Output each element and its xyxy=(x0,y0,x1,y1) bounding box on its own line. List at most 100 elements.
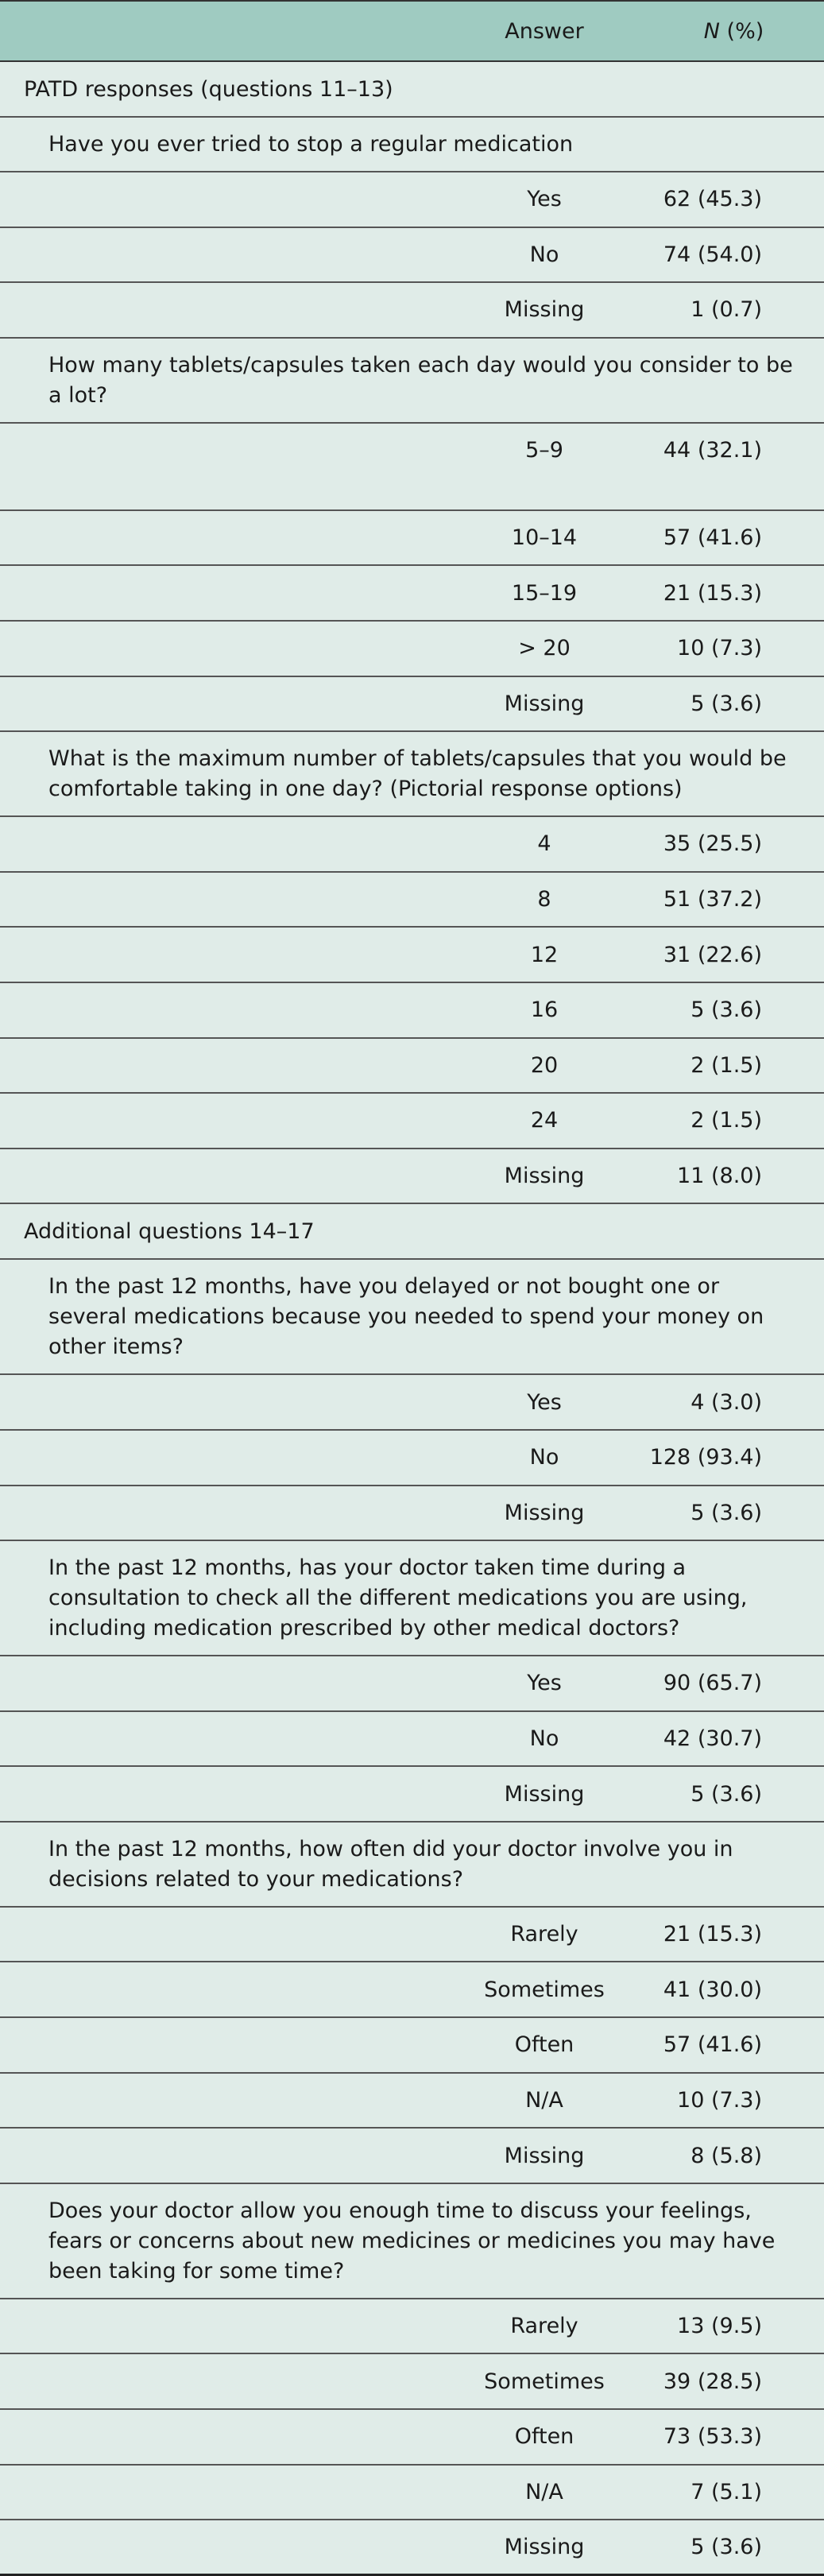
answer-label: Missing xyxy=(504,1164,585,1189)
header-row: Answer N (%) xyxy=(0,2,824,62)
answer-row: Often 57 (41.6) xyxy=(0,2018,824,2074)
answer-row: Sometimes 39 (28.5) xyxy=(0,2354,824,2411)
answer-label: Missing xyxy=(504,1781,585,1807)
answer-label: 20 xyxy=(530,1052,559,1078)
answer-label: Missing xyxy=(504,297,585,323)
answer-label: Rarely xyxy=(510,2314,578,2339)
answer-count: 39 (28.5) xyxy=(663,2369,762,2394)
answer-count: 10 (7.3) xyxy=(677,636,762,661)
answer-row: 5–9 44 (32.1) xyxy=(0,424,824,511)
question-text: In the past 12 months, how often did you… xyxy=(0,1823,824,1908)
answer-row: No 42 (30.7) xyxy=(0,1712,824,1768)
question-text: In the past 12 months, has your doctor t… xyxy=(0,1541,824,1657)
answer-label: Missing xyxy=(504,1500,585,1525)
answer-row: Missing 5 (3.6) xyxy=(0,677,824,733)
answer-count: 1 (0.7) xyxy=(691,297,762,323)
answer-label: > 20 xyxy=(518,636,571,661)
answer-label: 10–14 xyxy=(511,525,578,551)
answer-label: Sometimes xyxy=(484,2369,605,2394)
answer-count: 5 (3.6) xyxy=(691,2535,762,2560)
answer-label: Yes xyxy=(527,187,562,212)
answer-row: Rarely 21 (15.3) xyxy=(0,1908,824,1963)
answer-label: N/A xyxy=(525,2087,563,2113)
header-pct-label: (%) xyxy=(726,18,764,44)
answer-count: 2 (1.5) xyxy=(691,1108,762,1133)
answer-label: 12 xyxy=(530,942,559,967)
answer-count: 62 (45.3) xyxy=(663,187,762,212)
section-title: Additional questions 14–17 xyxy=(0,1204,824,1261)
question-text: In the past 12 months, have you delayed … xyxy=(0,1260,824,1376)
answer-count: 5 (3.6) xyxy=(691,691,762,716)
answer-row: Missing 8 (5.8) xyxy=(0,2129,824,2184)
answer-count: 13 (9.5) xyxy=(677,2314,762,2339)
answer-count: 4 (3.0) xyxy=(691,1389,762,1415)
answer-row: Yes 90 (65.7) xyxy=(0,1656,824,1712)
question-text: How many tablets/capsules taken each day… xyxy=(0,339,824,424)
answer-count: 21 (15.3) xyxy=(663,580,762,606)
answer-row: 20 2 (1.5) xyxy=(0,1039,824,1094)
answer-count: 42 (30.7) xyxy=(663,1726,762,1751)
answer-count: 21 (15.3) xyxy=(663,1922,762,1947)
answer-count: 8 (5.8) xyxy=(691,2143,762,2168)
answer-row: 8 51 (37.2) xyxy=(0,873,824,928)
answer-count: 7 (5.1) xyxy=(691,2479,762,2504)
answer-row: Rarely 13 (9.5) xyxy=(0,2299,824,2355)
answer-row: Often 73 (53.3) xyxy=(0,2410,824,2466)
answer-label: No xyxy=(529,1445,559,1470)
answer-label: Yes xyxy=(527,1389,562,1415)
answer-row: No 74 (54.0) xyxy=(0,228,824,284)
answer-count: 44 (32.1) xyxy=(663,437,762,463)
answer-label: Sometimes xyxy=(484,1977,605,2002)
answer-row: Yes 4 (3.0) xyxy=(0,1375,824,1431)
answer-label: 24 xyxy=(530,1108,559,1133)
answer-count: 51 (37.2) xyxy=(663,887,762,912)
answer-label: N/A xyxy=(525,2479,563,2504)
answer-count: 5 (3.6) xyxy=(691,1781,762,1807)
answer-label: Rarely xyxy=(510,1922,578,1947)
answer-count: 74 (54.0) xyxy=(663,242,762,267)
answer-label: Missing xyxy=(504,2143,585,2168)
answer-row: 15–19 21 (15.3) xyxy=(0,566,824,622)
answer-row: 24 2 (1.5) xyxy=(0,1094,824,1149)
answer-row: Missing 5 (3.6) xyxy=(0,1767,824,1823)
header-answer: Answer xyxy=(505,18,584,44)
answer-label: No xyxy=(529,1726,559,1751)
answer-label: Yes xyxy=(527,1671,562,1696)
header-n: N (%) xyxy=(644,19,824,44)
answer-count: 57 (41.6) xyxy=(663,2032,762,2058)
answer-row: N/A 10 (7.3) xyxy=(0,2074,824,2129)
answer-row: Missing 5 (3.6) xyxy=(0,2520,824,2576)
answer-row: 12 31 (22.6) xyxy=(0,928,824,983)
answer-count: 11 (8.0) xyxy=(677,1164,762,1189)
section-title: PATD responses (questions 11–13) xyxy=(0,62,824,118)
answer-label: Often xyxy=(514,2424,574,2450)
answer-count: 31 (22.6) xyxy=(663,942,762,967)
answer-label: 4 xyxy=(537,831,551,857)
answer-row: 16 5 (3.6) xyxy=(0,983,824,1039)
answer-count: 128 (93.4) xyxy=(649,1445,762,1470)
answer-label: No xyxy=(529,242,559,267)
answer-row: Missing 11 (8.0) xyxy=(0,1149,824,1205)
answer-count: 57 (41.6) xyxy=(663,525,762,551)
answer-row: Yes 62 (45.3) xyxy=(0,172,824,228)
question-text: What is the maximum number of tablets/ca… xyxy=(0,732,824,818)
answer-count: 90 (65.7) xyxy=(663,1671,762,1696)
answer-count: 5 (3.6) xyxy=(691,997,762,1023)
answer-row: N/A 7 (5.1) xyxy=(0,2466,824,2521)
answer-count: 41 (30.0) xyxy=(663,1977,762,2002)
answer-row: Missing 5 (3.6) xyxy=(0,1486,824,1542)
answer-label: Often xyxy=(514,2032,574,2058)
answer-label: Missing xyxy=(504,2535,585,2560)
answer-count: 10 (7.3) xyxy=(677,2087,762,2113)
answer-row: 4 35 (25.5) xyxy=(0,817,824,873)
answer-count: 5 (3.6) xyxy=(691,1500,762,1525)
question-text: Does your doctor allow you enough time t… xyxy=(0,2184,824,2299)
answer-label: Missing xyxy=(504,691,585,716)
answer-label: 5–9 xyxy=(525,437,563,463)
question-text: Have you ever tried to stop a regular me… xyxy=(0,118,824,172)
answer-label: 15–19 xyxy=(511,580,578,606)
header-n-label: N xyxy=(703,18,720,44)
answer-row: Sometimes 41 (30.0) xyxy=(0,1962,824,2019)
